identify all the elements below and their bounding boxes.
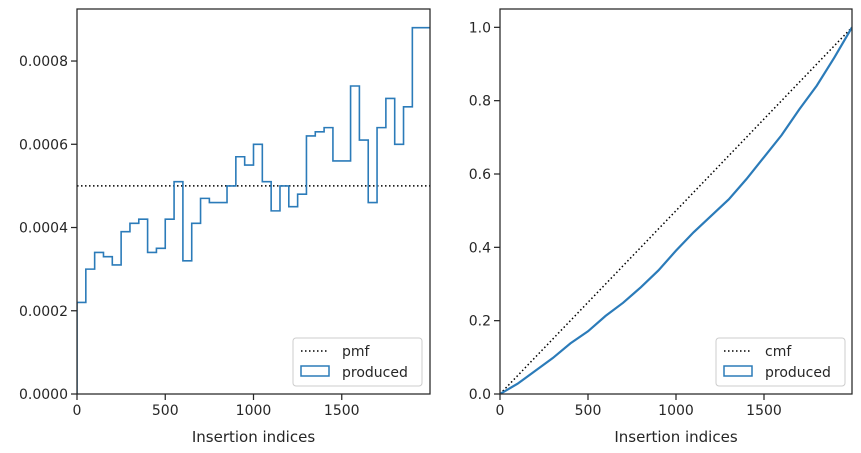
x-tick-label: 0 [496, 403, 505, 419]
legend: cmf produced [715, 337, 846, 387]
legend-box [292, 337, 423, 387]
legend-label: cmf [765, 344, 792, 360]
legend-label: pmf [342, 344, 371, 360]
y-tick-label: 0.4 [469, 240, 491, 256]
y-tick-label: 0.0008 [19, 54, 68, 70]
y-tick-label: 0.8 [469, 94, 491, 110]
axes-frame [499, 8, 853, 395]
x-tick-label: 1500 [324, 403, 360, 419]
legend-label: produced [765, 365, 831, 381]
legend-label: produced [342, 365, 408, 381]
y-tick-label: 0.0000 [19, 387, 68, 403]
y-tick-label: 1.0 [469, 20, 491, 36]
legend-produced-swatch [723, 365, 753, 377]
y-tick-label: 0.2 [469, 314, 491, 330]
y-tick-label: 0.0006 [19, 137, 68, 153]
y-tick-label: 0.6 [469, 167, 491, 183]
plot-area [500, 26, 852, 394]
y-tick-label: 0.0002 [19, 304, 68, 320]
x-tick-label: 0 [73, 403, 82, 419]
x-tick-label: 1500 [746, 403, 782, 419]
x-axis-label: Insertion indices [192, 428, 315, 446]
pmf-chart-panel: 0 500 1000 1500 0.0000 0.0002 0.0004 0.0006 0.00… [19, 8, 431, 446]
legend: pmf produced [292, 337, 423, 387]
legend-produced-swatch [300, 365, 330, 377]
y-tick-label: 0.0004 [19, 221, 68, 237]
x-tick-label: 500 [152, 403, 179, 419]
x-tick-label: 1000 [658, 403, 694, 419]
x-tick-label: 500 [575, 403, 602, 419]
plot-area [77, 26, 430, 394]
produced-cdf-line [500, 26, 852, 394]
produced-histogram-step [77, 26, 430, 394]
cmf-chart-panel: 0 500 1000 1500 0.0 0.2 0.4 0.6 0.8 1.0 Insertion … [469, 8, 853, 446]
cmf-reference-line [500, 26, 852, 394]
x-tick-label: 1000 [236, 403, 272, 419]
legend-box [715, 337, 846, 387]
y-tick-label: 0.0 [469, 387, 491, 403]
x-axis-label: Insertion indices [614, 428, 737, 446]
